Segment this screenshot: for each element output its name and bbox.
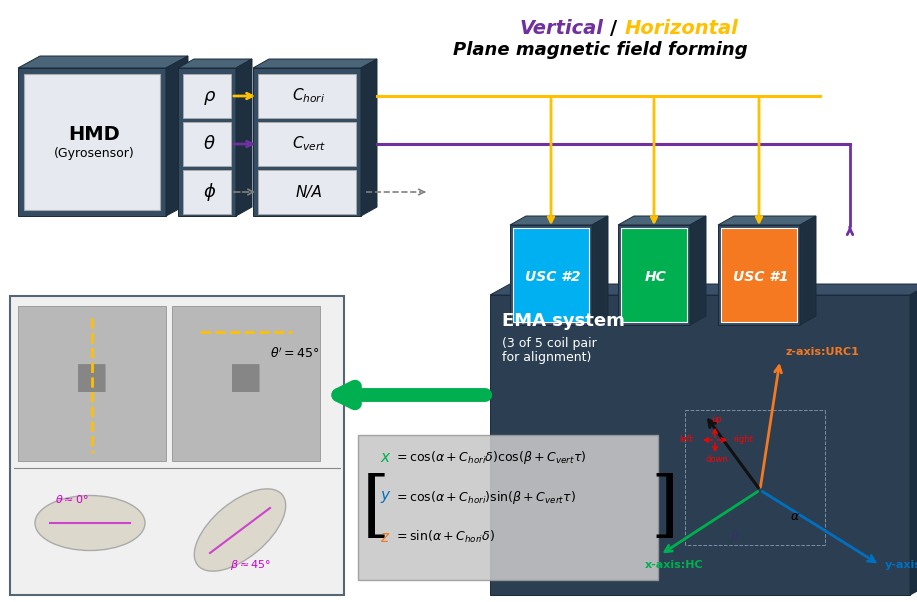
Text: USC #1: USC #1 [734, 270, 789, 284]
Ellipse shape [194, 489, 286, 571]
Text: right: right [733, 435, 753, 444]
Polygon shape [18, 56, 188, 68]
Text: $z$: $z$ [380, 530, 391, 544]
Polygon shape [510, 225, 592, 325]
FancyBboxPatch shape [621, 228, 687, 322]
Text: $C_{hori}$: $C_{hori}$ [293, 87, 326, 105]
Text: $= \cos(\alpha + C_{hori}\delta)\cos(\beta + C_{vert}\tau)$: $= \cos(\alpha + C_{hori}\delta)\cos(\be… [394, 448, 587, 465]
Text: ▪: ▪ [227, 351, 265, 405]
Polygon shape [800, 216, 816, 325]
Polygon shape [166, 56, 188, 216]
Text: z-axis:URC1: z-axis:URC1 [785, 347, 859, 357]
Polygon shape [18, 68, 166, 216]
FancyBboxPatch shape [258, 74, 356, 118]
FancyBboxPatch shape [183, 74, 231, 118]
Polygon shape [178, 68, 236, 216]
FancyBboxPatch shape [721, 228, 797, 322]
Text: Vertical: Vertical [520, 19, 604, 37]
Text: θ: θ [204, 135, 215, 153]
Text: Horizontal: Horizontal [625, 19, 739, 37]
Text: x-axis:HC: x-axis:HC [645, 560, 703, 570]
Text: $C_{vert}$: $C_{vert}$ [292, 135, 326, 154]
Text: EMA system: EMA system [502, 312, 624, 330]
Text: ρ: ρ [204, 87, 215, 105]
Text: left: left [679, 435, 693, 444]
Polygon shape [236, 59, 252, 216]
Polygon shape [718, 225, 800, 325]
Text: for alignment): for alignment) [502, 352, 591, 364]
Polygon shape [718, 216, 816, 225]
Polygon shape [592, 216, 608, 325]
Text: down: down [705, 455, 728, 464]
FancyBboxPatch shape [258, 170, 356, 214]
FancyBboxPatch shape [183, 122, 231, 166]
FancyBboxPatch shape [10, 296, 344, 595]
Text: ▪: ▪ [73, 351, 111, 405]
Text: $\theta' = 45°$: $\theta' = 45°$ [270, 347, 320, 361]
Polygon shape [361, 59, 377, 216]
Text: y-axis:URC2: y-axis:URC2 [885, 560, 917, 570]
Text: $= \cos(\alpha + C_{hori})\sin(\beta + C_{vert}\tau)$: $= \cos(\alpha + C_{hori})\sin(\beta + C… [394, 488, 576, 506]
Text: $y$: $y$ [380, 489, 392, 505]
Text: /: / [610, 19, 617, 37]
Ellipse shape [35, 495, 145, 550]
Polygon shape [253, 59, 377, 68]
Polygon shape [253, 68, 361, 216]
Polygon shape [618, 225, 690, 325]
FancyBboxPatch shape [358, 435, 658, 580]
Text: $x$: $x$ [380, 450, 392, 465]
Text: N/A: N/A [295, 184, 323, 199]
FancyBboxPatch shape [513, 228, 589, 322]
Text: up: up [712, 415, 723, 424]
FancyBboxPatch shape [18, 306, 166, 461]
Polygon shape [178, 59, 252, 68]
Text: HMD: HMD [68, 125, 120, 143]
Text: (Gyrosensor): (Gyrosensor) [53, 147, 135, 161]
Text: Plane magnetic field forming: Plane magnetic field forming [453, 41, 747, 59]
Text: (3 of 5 coil pair: (3 of 5 coil pair [502, 337, 597, 350]
Polygon shape [490, 284, 917, 295]
FancyBboxPatch shape [183, 170, 231, 214]
Text: $\beta \approx 45°$: $\beta \approx 45°$ [230, 558, 271, 572]
Text: [: [ [362, 472, 391, 543]
Text: HC: HC [646, 270, 667, 284]
Text: $\beta$: $\beta$ [730, 528, 740, 545]
Text: ]: ] [650, 472, 679, 543]
Polygon shape [910, 284, 917, 595]
Text: ϕ: ϕ [203, 183, 215, 201]
Polygon shape [490, 295, 910, 595]
Text: $\alpha$: $\alpha$ [790, 510, 800, 523]
Polygon shape [510, 216, 608, 225]
Text: USC #2: USC #2 [525, 270, 580, 284]
Polygon shape [618, 216, 706, 225]
FancyBboxPatch shape [172, 306, 320, 461]
Text: $= \sin(\alpha + C_{hori}\delta)$: $= \sin(\alpha + C_{hori}\delta)$ [394, 529, 495, 545]
Polygon shape [690, 216, 706, 325]
Text: $\theta \approx 0°$: $\theta \approx 0°$ [55, 493, 89, 505]
FancyBboxPatch shape [258, 122, 356, 166]
FancyBboxPatch shape [24, 74, 160, 210]
